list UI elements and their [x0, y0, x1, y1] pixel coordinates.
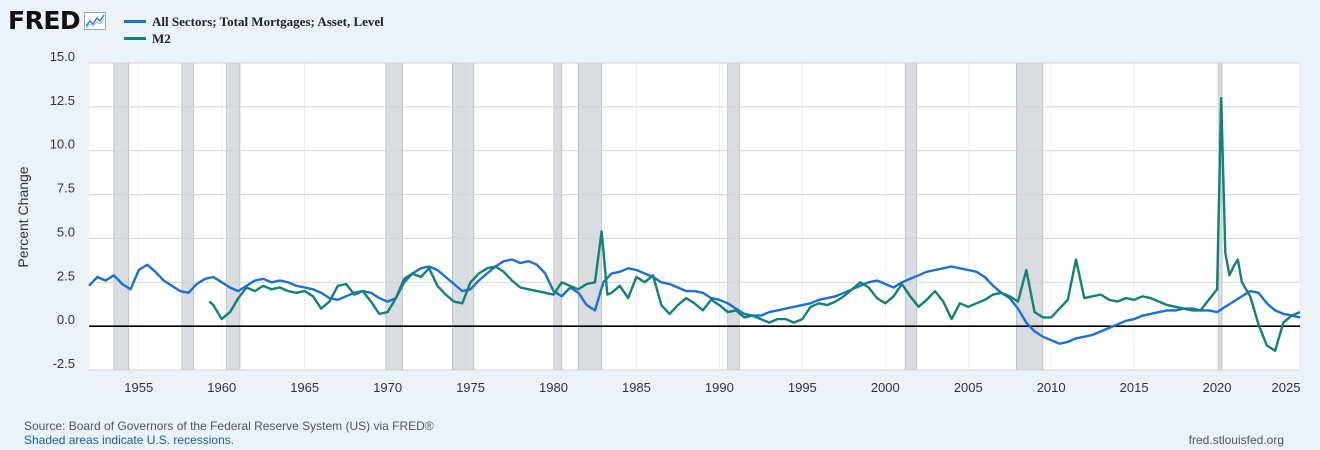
x-tick-label: 1970: [373, 380, 402, 395]
x-tick-label: 2000: [871, 380, 900, 395]
legend-item-m2[interactable]: M2: [124, 30, 384, 47]
y-tick-label: 7.5: [57, 181, 75, 196]
x-tick-label: 2020: [1203, 380, 1232, 395]
recession-band-5: [553, 62, 563, 371]
x-tick-labels: 1955 1960 1965 1970 1975 1980 1985 1990 1995 2000…: [124, 380, 1300, 395]
legend-item-mortgages[interactable]: All Sectors; Total Mortgages; Asset, Lev…: [124, 13, 384, 30]
legend-swatch-m2: [124, 37, 146, 40]
series-line-mortgages: [88, 258, 1301, 345]
y-axis-label: Percent Change: [15, 166, 31, 267]
x-tick-label: 2025: [1272, 380, 1301, 395]
y-tick-label: 15.0: [50, 49, 75, 64]
recession-band-3: [385, 62, 403, 371]
y-tick-label: 12.5: [50, 93, 75, 108]
recession-band-1: [181, 62, 194, 371]
x-tick-label: 2005: [954, 380, 983, 395]
x-tick-label: 1995: [788, 380, 817, 395]
legend-label-m2: M2: [152, 30, 171, 46]
y-tick-label: 5.0: [57, 224, 75, 239]
legend: All Sectors; Total Mortgages; Asset, Lev…: [124, 13, 384, 47]
recession-band-7: [727, 62, 740, 371]
footer-notes: Source: Board of Governors of the Federa…: [24, 419, 434, 447]
y-tick-label: 10.0: [50, 137, 75, 152]
recession-band-2: [226, 62, 241, 371]
recession-note-link[interactable]: Shaded areas indicate U.S. recessions.: [24, 433, 235, 447]
fred-logo[interactable]: FRED: [8, 6, 107, 35]
site-url[interactable]: fred.stlouisfed.org: [1188, 433, 1284, 447]
series-lines: [88, 96, 1301, 352]
x-tick-label: 1975: [456, 380, 485, 395]
x-tick-label: 2015: [1120, 380, 1149, 395]
x-tick-label: 1985: [622, 380, 651, 395]
y-tick-label: 2.5: [57, 268, 75, 283]
x-tick-label: 1960: [207, 380, 236, 395]
grid-lines: [89, 62, 1300, 371]
x-tick-label: 1955: [124, 380, 153, 395]
legend-label-mortgages: All Sectors; Total Mortgages; Asset, Lev…: [152, 13, 384, 29]
x-tick-label: 1980: [539, 380, 568, 395]
x-tick-label: 1990: [705, 380, 734, 395]
recession-band-0: [113, 62, 130, 371]
recession-band-8: [904, 62, 918, 371]
recession-band-6: [578, 62, 602, 371]
y-tick-label: -2.5: [53, 356, 75, 371]
x-tick-label: 2010: [1037, 380, 1066, 395]
fred-logo-text: FRED: [8, 6, 81, 35]
y-tick-label: 0.0: [57, 312, 75, 327]
y-tick-labels: -2.5 0.0 2.5 5.0 7.5 10.0 12.5 15.0: [50, 49, 75, 371]
legend-swatch-mortgages: [124, 20, 146, 23]
plot-area: [89, 63, 1300, 370]
x-tick-label: 1965: [290, 380, 319, 395]
source-text: Source: Board of Governors of the Federa…: [24, 419, 434, 433]
series-line-m2: [208, 96, 1301, 352]
recession-band-9: [1016, 62, 1044, 371]
trend-line-icon: [84, 11, 107, 30]
